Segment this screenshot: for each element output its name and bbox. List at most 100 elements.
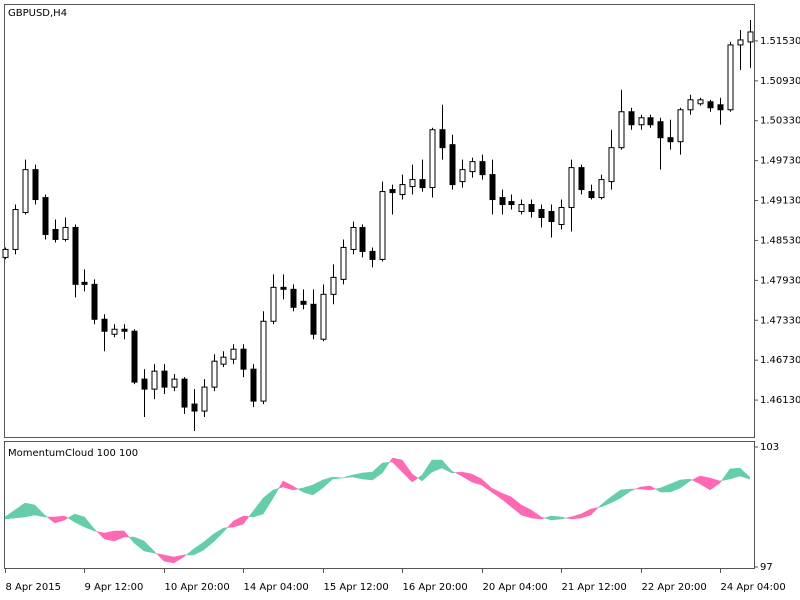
candle-body <box>568 167 575 209</box>
candle-body <box>270 286 277 322</box>
cloud-segment <box>332 476 343 480</box>
candle-body <box>479 161 486 176</box>
x-tick-label: 15 Apr 12:00 <box>324 582 389 593</box>
candle-body <box>240 348 247 370</box>
x-tick-label: 22 Apr 20:00 <box>642 582 707 593</box>
candle-body <box>250 368 257 402</box>
y-tick-label: 1.49730 <box>760 156 800 167</box>
candle-body <box>608 147 615 183</box>
candle-body <box>518 204 525 213</box>
y-tick-label: 1.50330 <box>760 116 800 127</box>
candle-body <box>161 370 168 388</box>
x-tick-label: 24 Apr 04:00 <box>721 582 786 593</box>
candle-body <box>260 320 267 402</box>
candle-body <box>42 197 49 235</box>
candle-body <box>290 288 297 308</box>
candle-body <box>72 226 79 285</box>
candle-body <box>558 207 565 225</box>
cloud-segment <box>739 467 750 480</box>
x-tick-label: 21 Apr 12:00 <box>562 582 627 593</box>
candle-body <box>201 386 208 412</box>
x-tick-label: 9 Apr 12:00 <box>85 582 144 593</box>
x-tick-label: 20 Apr 04:00 <box>483 582 548 593</box>
candle-body <box>12 209 19 250</box>
indicator-title: MomentumCloud 100 100 <box>8 448 138 459</box>
candle-body <box>687 99 694 111</box>
candle-body <box>171 378 178 388</box>
y-tick-label: 103 <box>760 442 779 453</box>
candle-body <box>310 303 317 335</box>
candle-body <box>707 101 714 109</box>
cloud-segment <box>550 515 562 521</box>
cloud-segment <box>719 480 723 484</box>
cloud-segment <box>223 527 229 533</box>
candle-body <box>528 204 535 213</box>
candle-body <box>399 184 406 196</box>
candle-body <box>379 191 386 260</box>
candle-body <box>280 286 287 290</box>
cloud-layer <box>4 457 750 564</box>
candle-body <box>638 117 645 126</box>
candle-body <box>737 39 744 46</box>
x-tick-label: 14 Apr 04:00 <box>244 582 309 593</box>
indicator-panel <box>4 441 755 569</box>
candle-body <box>22 169 29 214</box>
y-tick-label: 1.47330 <box>760 315 800 326</box>
y-tick-label: 1.48530 <box>760 235 800 246</box>
candle-body <box>657 121 664 139</box>
cloud-segment <box>94 528 98 532</box>
cloud-segment <box>153 550 158 554</box>
cloud-segment <box>411 473 419 483</box>
candle-body <box>330 276 337 295</box>
x-tick-label: 10 Apr 20:00 <box>165 582 230 593</box>
candle-body <box>211 360 218 388</box>
candle-body <box>151 370 158 390</box>
cloud-segment <box>650 485 657 491</box>
candle-body <box>578 167 585 191</box>
y-tick-label: 1.49130 <box>760 196 800 207</box>
candle-body <box>469 161 476 173</box>
candle-body <box>230 348 237 360</box>
chart-title: GBPUSD,H4 <box>8 8 67 19</box>
cloud-segment <box>64 515 69 521</box>
candle-body <box>449 144 456 186</box>
candle-body <box>81 281 88 285</box>
candle-body <box>697 99 704 105</box>
candle-body <box>677 109 684 143</box>
candle-body <box>340 246 347 280</box>
cloud-segment <box>560 516 567 520</box>
x-tick-label: 16 Apr 20:00 <box>403 582 468 593</box>
candle-body <box>489 174 496 201</box>
candle-body <box>62 226 69 240</box>
y-tick-label: 1.46730 <box>760 355 800 366</box>
candle-body <box>300 300 307 305</box>
cloud-segment <box>104 530 115 542</box>
candle-body <box>439 129 446 149</box>
candle-body <box>499 197 506 206</box>
y-tick-label: 1.50930 <box>760 76 800 87</box>
candle-body <box>91 283 98 320</box>
cloud-segment <box>640 485 651 491</box>
candle-layer <box>2 19 754 432</box>
candle-body <box>459 169 466 183</box>
candle-body <box>429 129 436 189</box>
candle-body <box>191 403 198 412</box>
candle-body <box>747 31 754 43</box>
y-tick-label: 1.47930 <box>760 275 800 286</box>
candle-body <box>32 169 39 201</box>
candle-body <box>131 330 138 383</box>
candle-body <box>727 44 734 111</box>
y-tick-label: 97 <box>760 562 773 573</box>
candle-body <box>628 111 635 126</box>
cloud-segment <box>630 488 636 492</box>
candle-body <box>419 179 426 189</box>
candle-body <box>369 250 376 260</box>
cloud-segment <box>24 502 36 518</box>
candle-body <box>181 378 188 408</box>
candle-body <box>320 293 327 340</box>
candle-body <box>618 111 625 149</box>
candle-body <box>359 226 366 252</box>
candle-body <box>121 328 128 332</box>
candle-body <box>111 328 118 335</box>
cloud-segment <box>689 478 693 482</box>
